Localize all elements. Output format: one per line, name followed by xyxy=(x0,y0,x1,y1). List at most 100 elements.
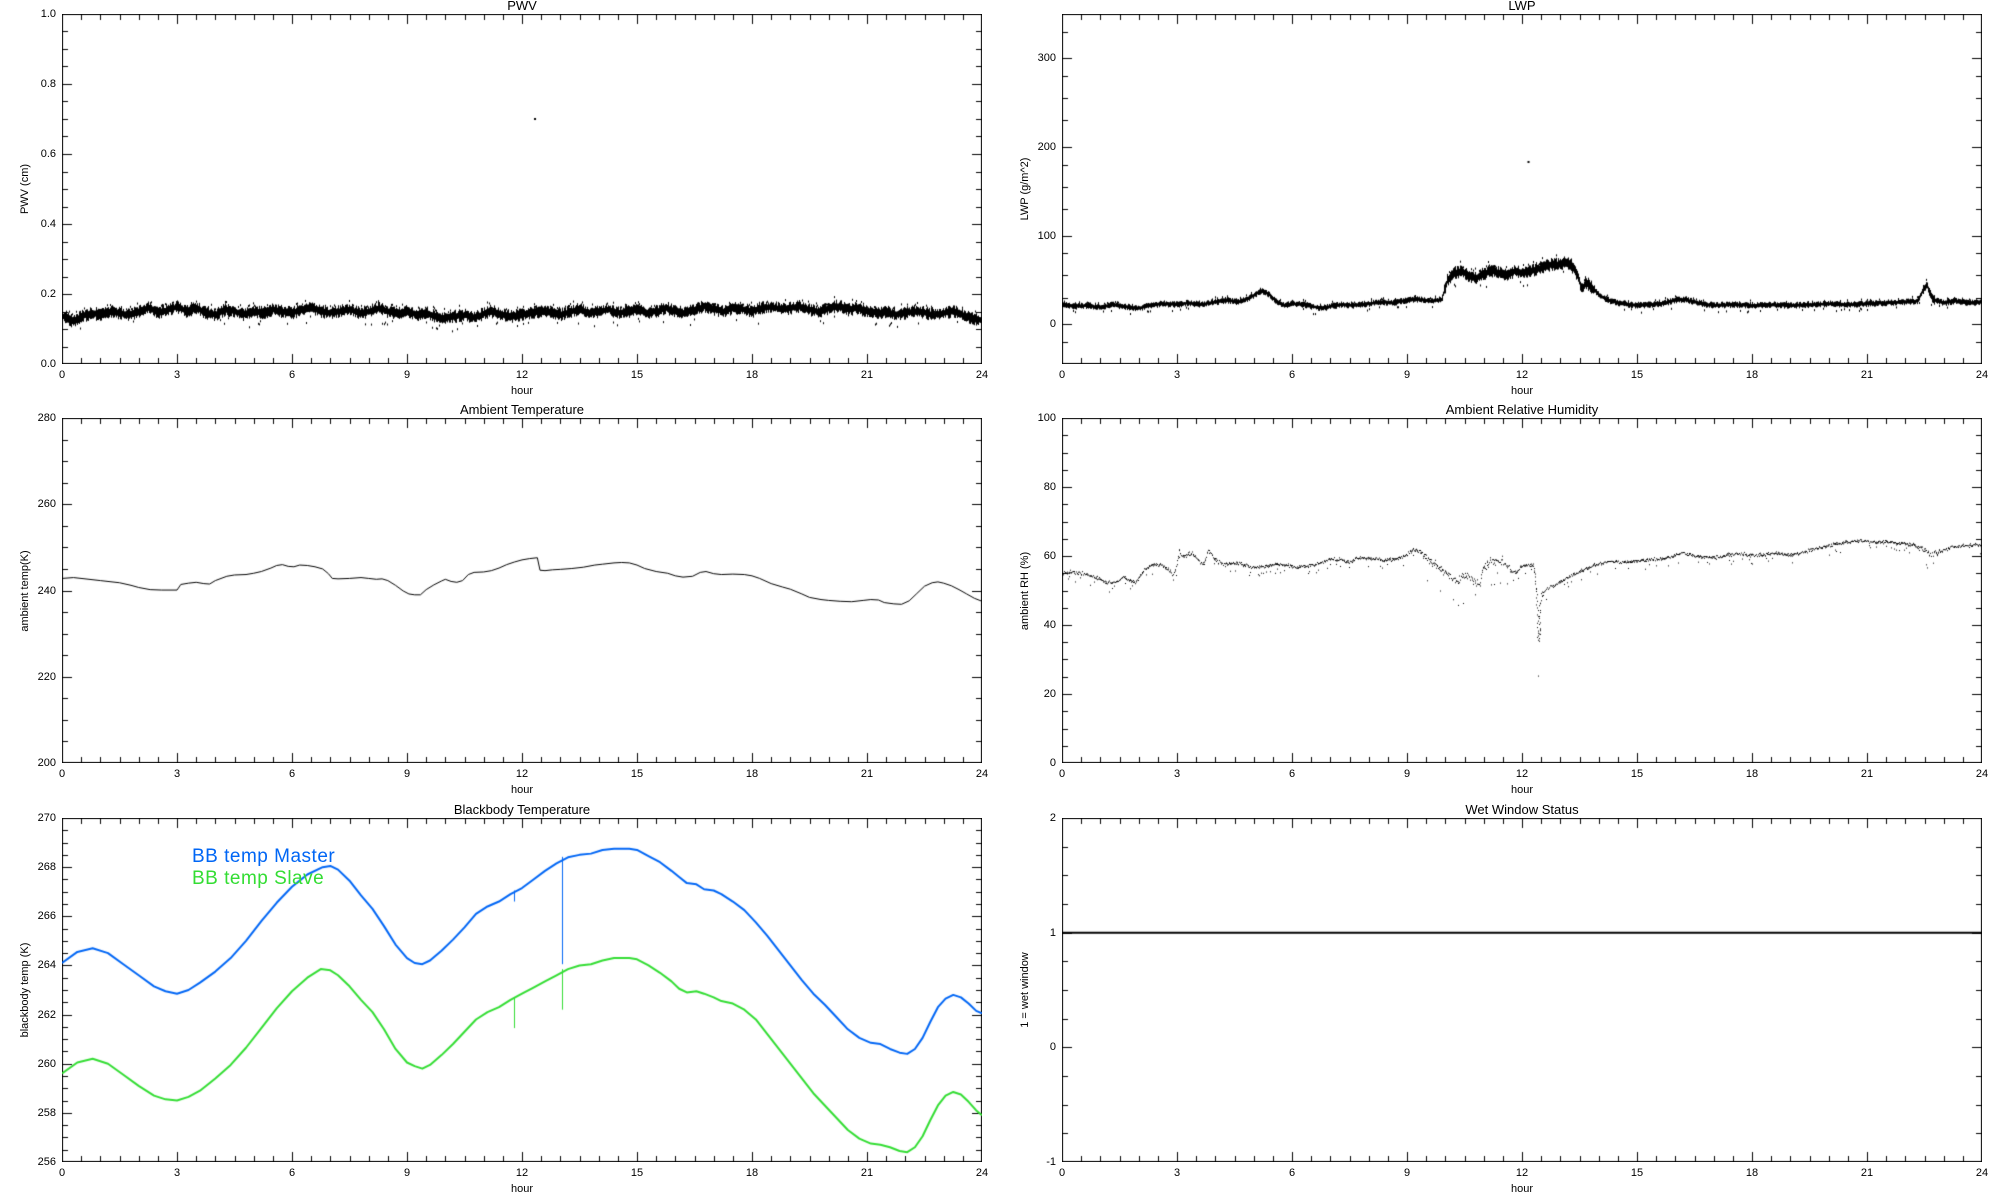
x-tick-label: 9 xyxy=(403,1167,411,1179)
lwp-plot-canvas xyxy=(1062,14,1982,364)
y-tick-label: 200 xyxy=(1037,140,1056,153)
y-tick-label: 268 xyxy=(37,861,56,874)
y-tick-label: 0.8 xyxy=(40,78,56,90)
y-tick-label: 258 xyxy=(37,1106,56,1119)
x-tick-label: 0 xyxy=(58,768,66,780)
y-tick-label: 0.0 xyxy=(40,358,56,370)
x-tick-label: 21 xyxy=(860,369,874,381)
x-tick-label: 6 xyxy=(288,1167,296,1179)
x-tick-label: 0 xyxy=(1058,768,1066,780)
x-tick-label: 18 xyxy=(745,768,759,780)
x-tick-label: 15 xyxy=(630,768,644,780)
x-tick-label: 18 xyxy=(745,369,759,381)
x-tick-label: 15 xyxy=(1630,369,1644,381)
pwv-title: PWV xyxy=(507,0,537,13)
x-tick-label: 15 xyxy=(630,369,644,381)
x-tick-label: 0 xyxy=(1058,369,1066,381)
lwp-y-axis-label: LWP (g/m^2) xyxy=(1019,157,1031,221)
panel-wet-window-status: Wet Window Status 1 = wet window hour 0 3… xyxy=(1019,803,1988,1195)
y-tick-label: 0 xyxy=(1049,1041,1056,1054)
y-tick-label: 60 xyxy=(1043,550,1056,562)
x-tick-label: 15 xyxy=(630,1167,644,1179)
x-tick-label: 3 xyxy=(173,369,181,381)
x-tick-label: 21 xyxy=(860,768,874,780)
y-tick-label: 0 xyxy=(1049,318,1056,331)
y-tick-label: 200 xyxy=(37,757,56,769)
pwv-plot-canvas xyxy=(62,14,982,364)
x-tick-label: 21 xyxy=(860,1167,874,1179)
pwv-x-axis-label: hour xyxy=(510,385,534,397)
legend-bb-temp-master: BB temp Master xyxy=(192,846,336,867)
wet-window-status-y-axis-label: 1 = wet window xyxy=(1019,952,1031,1028)
y-tick-label: 256 xyxy=(37,1156,56,1168)
x-tick-label: 12 xyxy=(515,1167,529,1179)
ambient-rh-title: Ambient Relative Humidity xyxy=(1445,402,1599,417)
wet-window-status-plot-canvas xyxy=(1062,818,1982,1162)
x-tick-label: 9 xyxy=(1403,768,1411,780)
x-tick-label: 24 xyxy=(975,369,989,381)
x-tick-label: 6 xyxy=(1288,768,1296,780)
x-tick-label: 3 xyxy=(1173,369,1181,381)
ambient-temperature-plot-canvas xyxy=(62,418,982,763)
blackbody-temperature-title: Blackbody Temperature xyxy=(453,802,591,817)
x-tick-label: 15 xyxy=(1630,768,1644,780)
y-tick-label: 0.4 xyxy=(40,218,56,230)
x-tick-label: 3 xyxy=(1173,1167,1181,1179)
wet-window-status-title: Wet Window Status xyxy=(1465,802,1579,817)
y-tick-label: -1 xyxy=(1046,1156,1056,1168)
x-tick-label: 12 xyxy=(515,768,529,780)
x-tick-label: 0 xyxy=(58,1167,66,1179)
x-tick-label: 6 xyxy=(288,768,296,780)
y-tick-label: 262 xyxy=(37,1008,56,1021)
ambient-rh-plot-canvas xyxy=(1062,418,1982,763)
ambient-rh-y-axis-label: ambient RH (%) xyxy=(1019,551,1031,630)
y-tick-label: 300 xyxy=(1037,52,1056,65)
ambient-rh-x-axis-label: hour xyxy=(1510,784,1534,796)
panel-blackbody-temperature: Blackbody Temperature blackbody temp (K)… xyxy=(19,803,988,1195)
panel-pwv: PWV PWV (cm) hour 0 3 6 9 12 15 18 21 24 0.0 0.2 0.… xyxy=(19,0,988,397)
x-tick-label: 3 xyxy=(173,1167,181,1179)
blackbody-temperature-x-axis-label: hour xyxy=(510,1183,534,1195)
y-tick-label: 260 xyxy=(37,1057,56,1070)
wet-window-status-x-axis-label: hour xyxy=(1510,1183,1534,1195)
x-tick-label: 6 xyxy=(288,369,296,381)
x-tick-label: 3 xyxy=(173,768,181,780)
x-tick-label: 24 xyxy=(1975,369,1989,381)
ambient-temperature-title: Ambient Temperature xyxy=(459,402,585,417)
y-tick-label: 1.0 xyxy=(40,8,56,20)
pwv-y-axis-label: PWV (cm) xyxy=(19,163,31,215)
x-tick-label: 6 xyxy=(1288,369,1296,381)
x-tick-label: 3 xyxy=(1173,768,1181,780)
x-tick-label: 12 xyxy=(515,369,529,381)
x-tick-label: 15 xyxy=(1630,1167,1644,1179)
x-tick-label: 21 xyxy=(1860,369,1874,381)
lwp-x-axis-label: hour xyxy=(1510,385,1534,397)
y-tick-label: 0 xyxy=(1049,757,1056,769)
x-tick-label: 24 xyxy=(1975,768,1989,780)
y-tick-label: 20 xyxy=(1043,688,1056,700)
x-tick-label: 12 xyxy=(1515,369,1529,381)
y-tick-label: 220 xyxy=(37,670,56,683)
y-tick-label: 0.6 xyxy=(40,148,56,160)
x-tick-label: 24 xyxy=(975,768,989,780)
y-tick-label: 266 xyxy=(37,910,56,923)
y-tick-label: 280 xyxy=(37,412,56,424)
x-tick-label: 9 xyxy=(1403,369,1411,381)
y-tick-label: 240 xyxy=(37,584,56,597)
x-tick-label: 9 xyxy=(1403,1167,1411,1179)
y-tick-label: 100 xyxy=(1037,229,1056,242)
y-tick-label: 270 xyxy=(37,812,56,824)
y-tick-label: 1 xyxy=(1049,926,1056,939)
x-tick-label: 18 xyxy=(745,1167,759,1179)
lwp-title: LWP xyxy=(1508,0,1536,13)
x-tick-label: 21 xyxy=(1860,1167,1874,1179)
x-tick-label: 18 xyxy=(1745,369,1759,381)
legend-bb-temp-slave: BB temp Slave xyxy=(192,868,325,889)
x-tick-label: 9 xyxy=(403,369,411,381)
y-tick-label: 264 xyxy=(37,959,56,972)
x-tick-label: 24 xyxy=(975,1167,989,1179)
panel-ambient-temperature: Ambient Temperature ambient temp(K) hour… xyxy=(19,403,988,796)
x-tick-label: 12 xyxy=(1515,1167,1529,1179)
y-tick-label: 2 xyxy=(1049,812,1056,824)
